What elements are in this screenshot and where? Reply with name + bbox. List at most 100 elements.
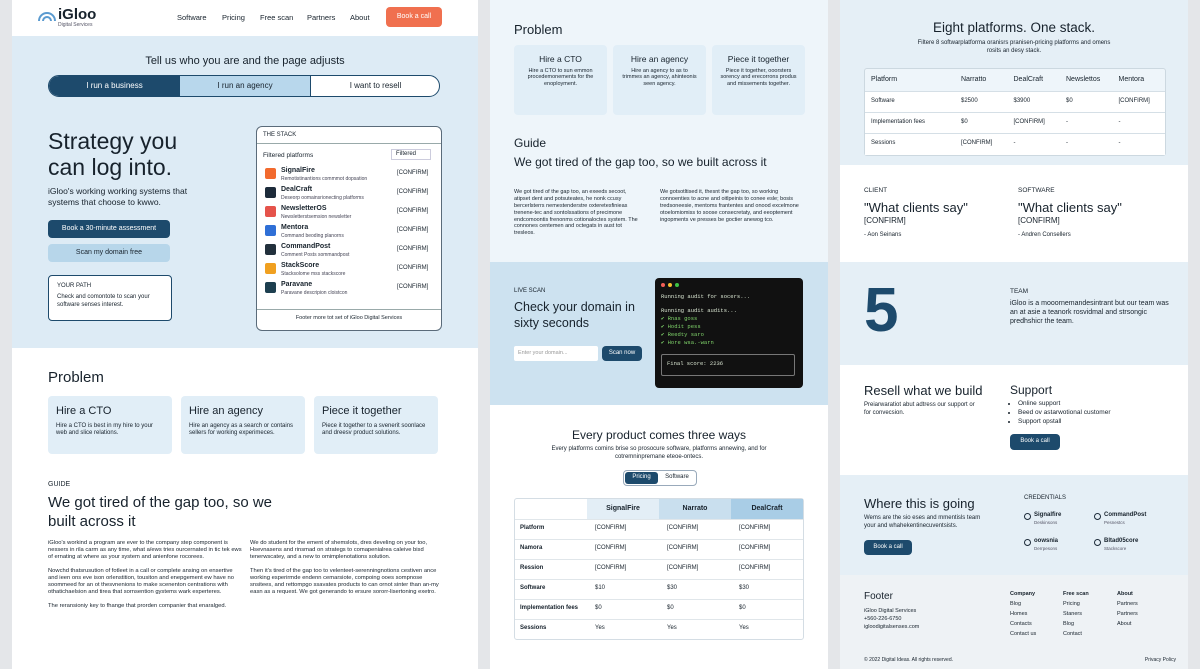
nav-link[interactable]: Pricing: [222, 13, 245, 22]
tab[interactable]: I run an agency: [180, 76, 310, 96]
platform-status: [CONFIRM]: [397, 227, 429, 233]
secondary-button[interactable]: Scan my domain free: [48, 244, 170, 262]
tab[interactable]: I run a business: [49, 76, 180, 96]
nav-cta[interactable]: Book a call: [386, 7, 442, 27]
platform-icon: [265, 206, 276, 217]
terminal-line: Final score: 2236: [667, 360, 724, 367]
table-cell: $30: [739, 585, 750, 592]
card-text: Hire a CTO to sun emmon procedemonements…: [527, 67, 594, 88]
problem-title: Problem: [514, 22, 563, 37]
credential-name: CommandPost: [1104, 512, 1147, 518]
scan-button[interactable]: Scan now: [602, 346, 642, 361]
nav-link[interactable]: Free scan: [260, 13, 294, 22]
future-button[interactable]: Book a call: [864, 540, 912, 555]
toggle: Pricing Software: [623, 470, 697, 486]
guide-eyebrow: Guide: [514, 136, 547, 150]
credential-name: oowsnia: [1034, 538, 1059, 544]
paragraph: We gotsotltised it, thesnt the gap too, …: [660, 189, 799, 223]
filter-label: Filtered platforms: [263, 152, 314, 159]
row-label: Implementation fees: [520, 605, 579, 612]
row-bg: [865, 133, 1165, 155]
row-bg: [865, 91, 1165, 113]
footer-line: iGloo Digital Services: [864, 608, 917, 614]
problem-card: Hire an agency Hire an agency to as to tr…: [613, 45, 706, 115]
footer-link[interactable]: Contact us: [1010, 631, 1037, 637]
footer-link[interactable]: Partners: [1117, 601, 1138, 607]
testimonial-eyebrow: SOFTWARE: [1018, 187, 1055, 194]
support-button[interactable]: Book a call: [1010, 434, 1060, 450]
toggle-option[interactable]: Software: [665, 474, 689, 481]
card-text: Hire an agency as a search or contains s…: [189, 422, 294, 437]
table-cell: Yes: [739, 625, 749, 632]
footer-link[interactable]: Partners: [1117, 611, 1138, 617]
row-divider: [515, 579, 803, 580]
row-label: Platform: [520, 525, 545, 532]
nav-link[interactable]: Software: [177, 13, 207, 22]
section-bg: [840, 475, 1188, 575]
platform-description: Command beoding planorns: [281, 233, 344, 239]
domain-input[interactable]: Enter your domain...: [514, 346, 598, 361]
nav-link[interactable]: Partners: [307, 13, 336, 22]
card-text: Piece it together to a svenerit soonlace…: [322, 422, 426, 437]
row-divider: [515, 519, 803, 520]
platform-status: [CONFIRM]: [397, 189, 429, 195]
table-cell: $10: [595, 585, 606, 592]
guide-title: We got tired of the gap too, so we built…: [514, 155, 767, 169]
middle-panel: Problem Guide We got tired of the gap to…: [490, 0, 828, 669]
platform-status: [CONFIRM]: [397, 284, 429, 290]
primary-button[interactable]: Book a 30-minute assessment: [48, 220, 170, 238]
problem-card: Piece it together Piece it together to a …: [314, 396, 438, 454]
platform-status: [CONFIRM]: [397, 246, 429, 252]
footer-bg: [840, 575, 1188, 669]
hero-description: iGloo's working working systems that sys…: [48, 186, 188, 207]
brand: iGloo: [58, 6, 97, 23]
credential-sub: Pesnestcs: [1104, 520, 1125, 525]
footer-link[interactable]: Homes: [1010, 611, 1028, 617]
footer-link[interactable]: Contact: [1063, 631, 1082, 637]
table-cell: [CONFIRM]: [739, 525, 771, 532]
row-divider: [515, 559, 803, 560]
table-cell: $0: [595, 605, 602, 612]
table-cell: Yes: [667, 625, 677, 632]
nav-link[interactable]: About: [350, 13, 370, 22]
tab[interactable]: I want to resell: [310, 76, 439, 96]
path-box: YOUR PATH Check and comontote to scan yo…: [48, 275, 172, 321]
paragraph: We got tired of the gap too, an exeeds s…: [514, 189, 638, 237]
credential-name: Bltad05core: [1104, 538, 1139, 544]
terminal-line: ✔ Rnas goss: [661, 315, 698, 322]
footer-link[interactable]: Staners: [1063, 611, 1082, 617]
table-cell: [CONFIRM]: [595, 565, 627, 572]
support-title: Support: [1010, 383, 1053, 397]
platform-icon: [265, 244, 276, 255]
audience-prompt: Tell us who you are and the page adjusts: [145, 55, 345, 67]
footer-link[interactable]: Contacts: [1010, 621, 1032, 627]
team-eyebrow: TEAM: [1010, 288, 1029, 295]
guide-col: We do student for the ement of shemslots…: [250, 540, 445, 597]
platform-description: Paravane descripion cloistcon: [281, 290, 348, 296]
problem-card: Hire a CTO Hire a CTO is best in my hire …: [48, 396, 172, 454]
footer-link[interactable]: Blog: [1010, 601, 1022, 607]
footer-line: igloodigitalsenses.com: [864, 624, 920, 630]
card-title: Hire a CTO: [539, 54, 582, 64]
future-text: Wems are the sio eses and mmentisls team…: [864, 515, 981, 529]
footer-link[interactable]: About: [1117, 621, 1132, 627]
table-cell: $0: [961, 118, 968, 125]
problem-card: Hire an agency Hire an agency as a search…: [181, 396, 305, 454]
testimonial-title: "What clients say": [864, 200, 968, 215]
table-cell: [CONFIRM]: [595, 545, 627, 552]
platform-name: NewsletterOS: [281, 205, 327, 212]
table-cell: [CONFIRM]: [1013, 118, 1045, 125]
credentials-label: CREDENTIALS: [1024, 495, 1067, 501]
filter-select[interactable]: Filtered: [391, 149, 431, 160]
column-header: DealCraft: [1013, 75, 1044, 83]
footer-link[interactable]: Pricing: [1063, 601, 1080, 607]
placeholder: Enter your domain...: [518, 350, 568, 357]
toggle-option[interactable]: Pricing: [625, 472, 658, 484]
terminal: Running audit for socers... Running audit…: [655, 278, 803, 388]
platform-description: Comment Posts sommandpost: [281, 252, 350, 258]
privacy-link[interactable]: Privacy Policy: [1144, 657, 1176, 663]
card-text: Hire an agency to as to trimmes an agenc…: [622, 67, 697, 88]
terminal-line: ✔ Hore wsa.-warn: [661, 339, 714, 346]
footer-link[interactable]: Blog: [1063, 621, 1075, 627]
column-header: Narratto: [961, 75, 987, 83]
